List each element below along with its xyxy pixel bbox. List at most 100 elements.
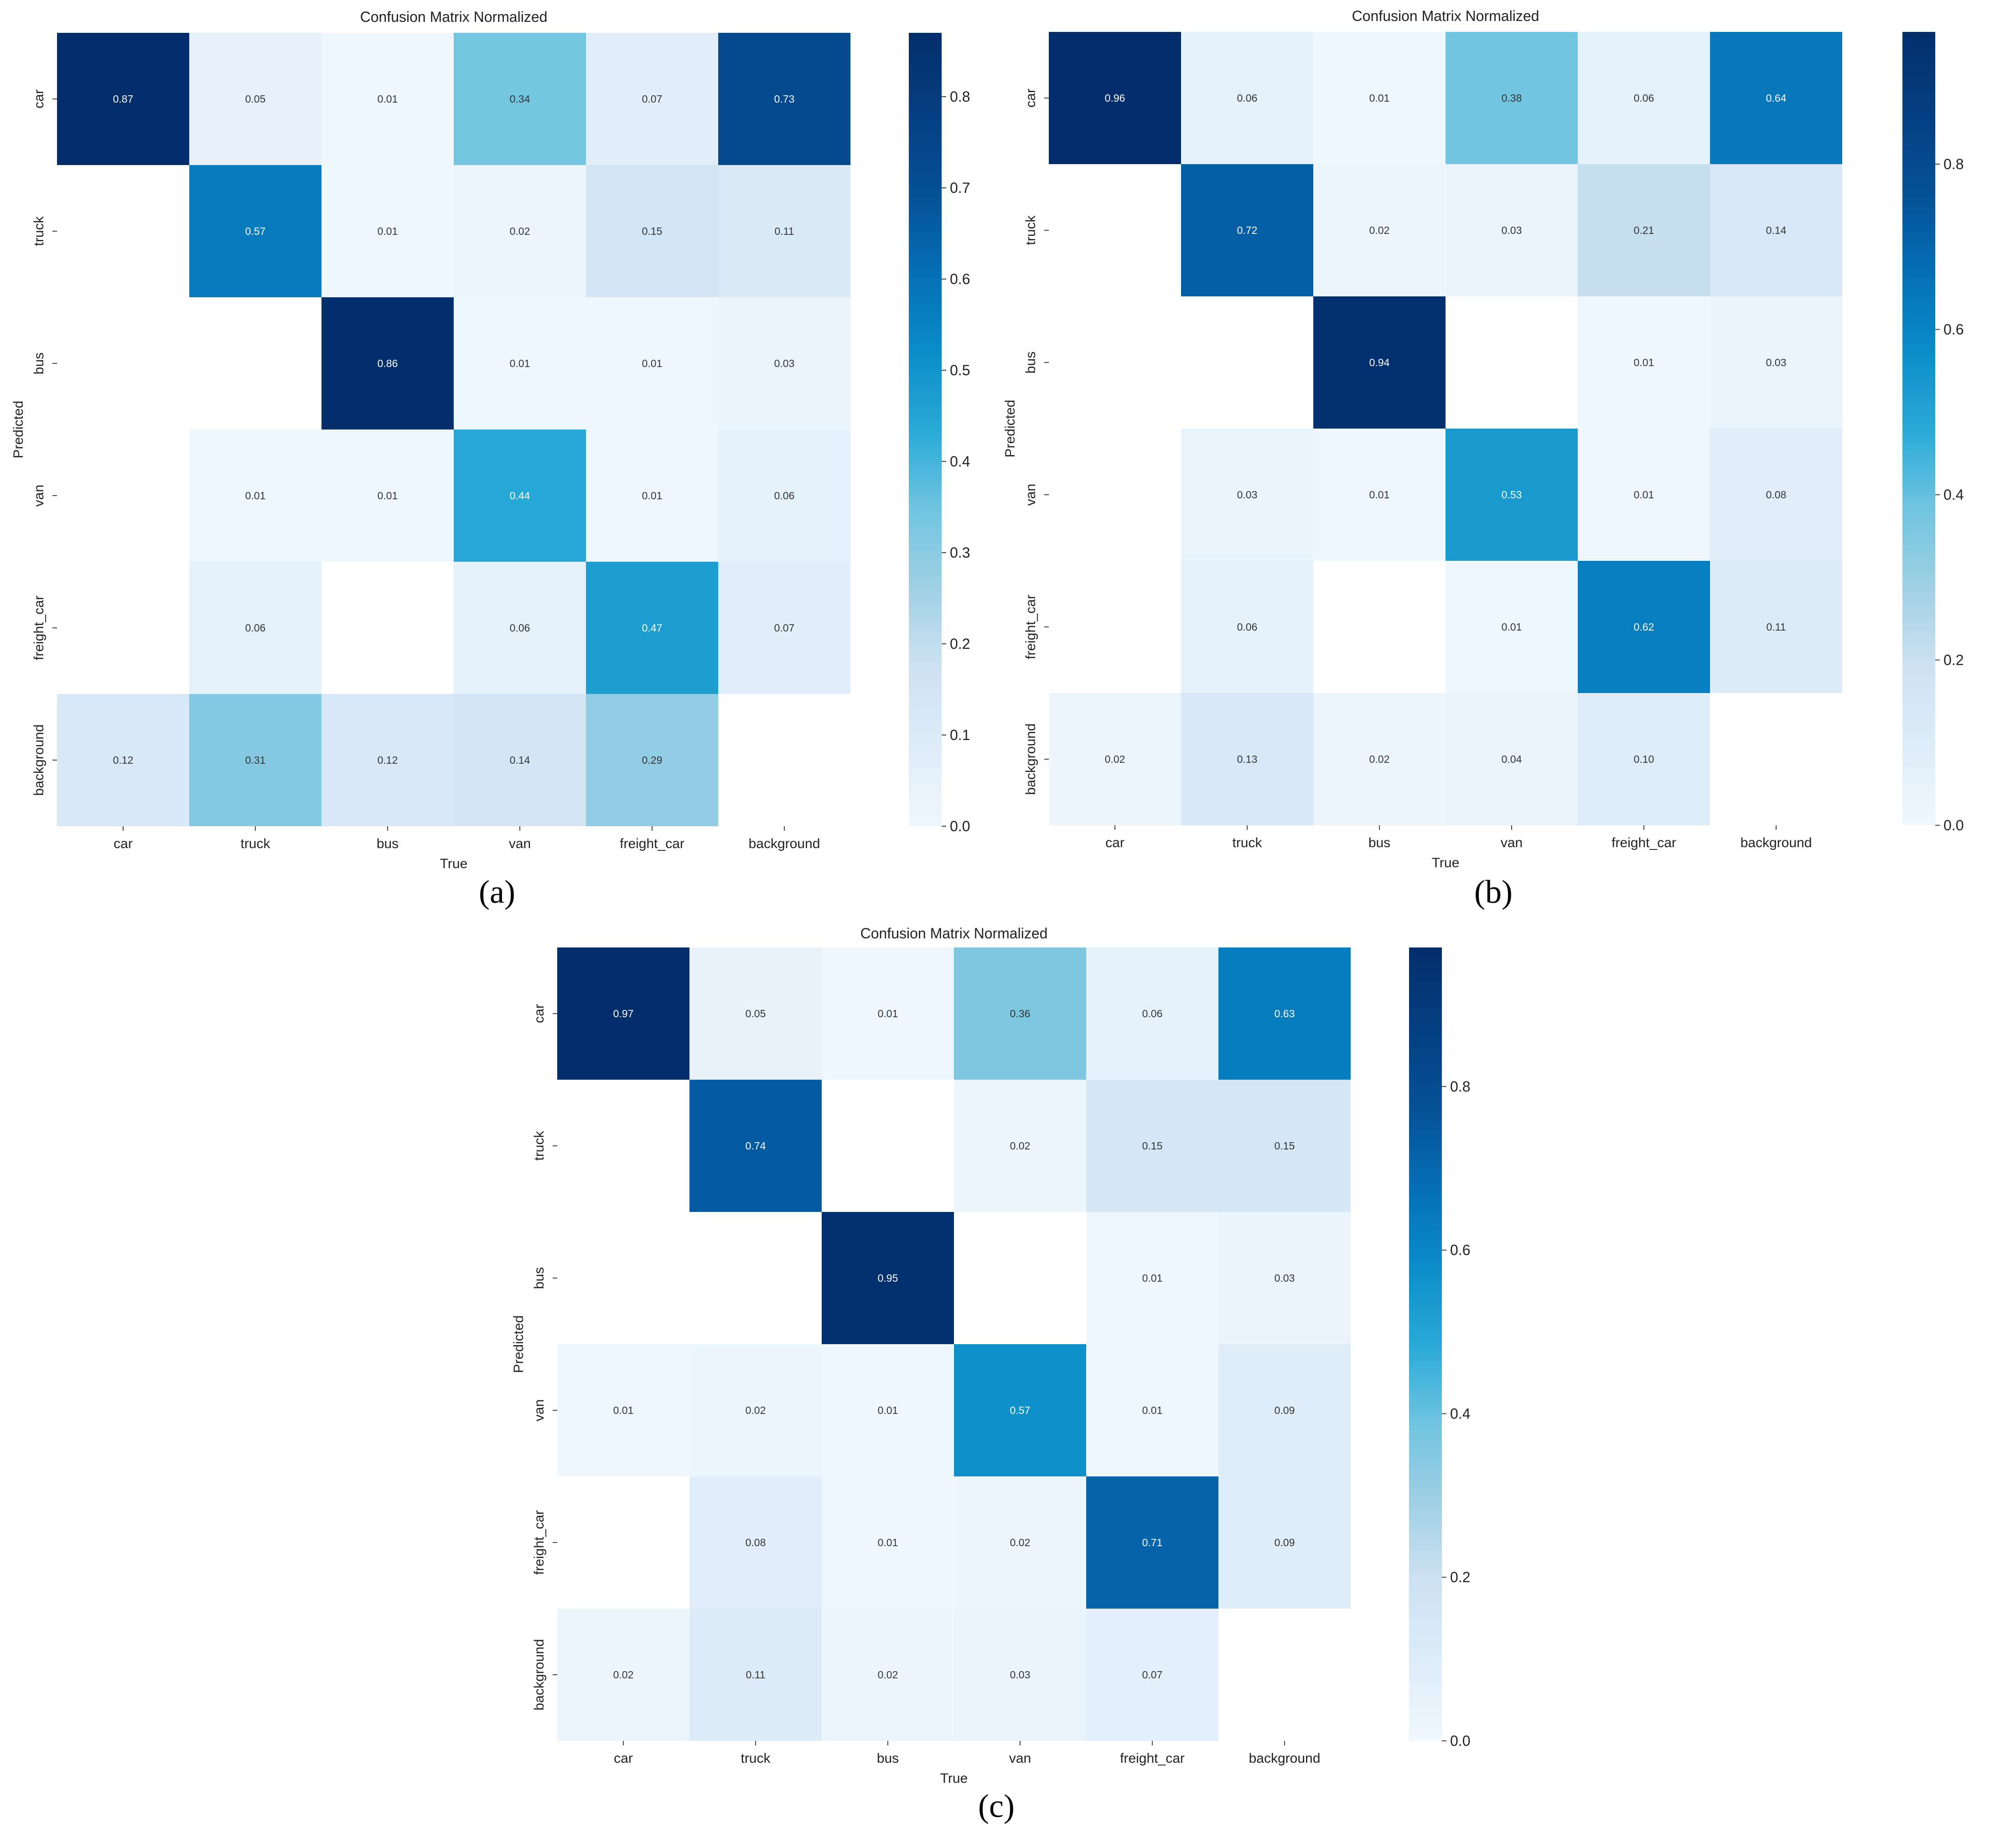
heatmap-cell xyxy=(1181,164,1313,296)
cell-value-label: 0.09 xyxy=(1275,1537,1295,1548)
heatmap-cell xyxy=(718,430,850,562)
heatmap-cell xyxy=(586,694,718,826)
heatmap-cell xyxy=(954,947,1086,1080)
heatmap-panel: Confusion Matrix Normalized 0.97 0.05 0.01 0… xyxy=(511,925,1470,1824)
heatmap-cell xyxy=(454,33,586,165)
cell-value-label: 0.05 xyxy=(245,93,266,105)
y-axis-label: Predicted xyxy=(1003,400,1018,458)
heatmap-cell xyxy=(586,33,718,165)
colorbar xyxy=(909,33,942,826)
y-tick-label: car xyxy=(532,1004,547,1023)
heatmap-cell xyxy=(1578,32,1710,164)
y-tick-label: background xyxy=(532,1639,547,1711)
x-axis-label: True xyxy=(1432,855,1460,870)
heatmap-cell xyxy=(1218,947,1351,1080)
colorbar-tick-label: 0.4 xyxy=(1450,1405,1470,1422)
cell-value-label: 0.06 xyxy=(510,622,530,634)
cell-value-label: 0.14 xyxy=(1766,224,1787,236)
colorbar-tick-label: 0.3 xyxy=(950,544,970,561)
heatmap-cell xyxy=(1446,429,1578,561)
heatmap-cell xyxy=(586,165,718,297)
y-axis-label: Predicted xyxy=(511,1315,526,1373)
heatmap-cell xyxy=(1086,1212,1218,1344)
heatmap-cell xyxy=(189,165,321,297)
panel-label: (a) xyxy=(479,874,515,910)
heatmap-cell xyxy=(822,1476,954,1609)
chart-title: Confusion Matrix Normalized xyxy=(1352,8,1539,24)
colorbar-tick-label: 0.2 xyxy=(1450,1569,1470,1585)
heatmap-cell xyxy=(189,33,321,165)
y-tick-label: freight_car xyxy=(31,595,47,660)
cell-value-label: 0.21 xyxy=(1634,224,1654,236)
colorbar-tick-label: 0.0 xyxy=(1943,817,1964,833)
heatmap-cell xyxy=(718,165,850,297)
heatmap-cell xyxy=(689,1344,822,1476)
heatmap-cell xyxy=(954,1344,1086,1476)
heatmap-cell xyxy=(189,430,321,562)
cell-value-label: 0.38 xyxy=(1502,92,1522,104)
cell-value-label: 0.01 xyxy=(1634,357,1654,368)
cell-value-label: 0.71 xyxy=(1142,1537,1163,1548)
cell-value-label: 0.02 xyxy=(1105,753,1125,765)
cell-value-label: 0.07 xyxy=(1142,1669,1163,1681)
cell-value-label: 0.15 xyxy=(1142,1140,1163,1152)
heatmap-cell xyxy=(718,297,850,430)
heatmap-cell xyxy=(718,33,850,165)
heatmap-cell xyxy=(1218,1212,1351,1344)
x-tick-label: truck xyxy=(741,1751,771,1766)
heatmap-cell xyxy=(1218,1476,1351,1609)
y-axis-label: Predicted xyxy=(11,401,26,459)
cell-value-label: 0.08 xyxy=(746,1537,766,1548)
cell-value-label: 0.97 xyxy=(613,1008,634,1020)
cell-value-label: 0.74 xyxy=(746,1140,766,1152)
heatmap-cell xyxy=(689,1476,822,1609)
heatmap-cell xyxy=(557,1609,689,1741)
cell-value-label: 0.15 xyxy=(642,225,663,237)
cell-value-label: 0.31 xyxy=(245,754,266,766)
colorbar-tick-label: 0.8 xyxy=(1450,1078,1470,1095)
cell-value-label: 0.06 xyxy=(245,622,266,634)
heatmap-cell xyxy=(1578,693,1710,825)
cell-value-label: 0.01 xyxy=(1369,92,1390,104)
cell-value-label: 0.01 xyxy=(378,490,398,502)
cell-value-label: 0.63 xyxy=(1275,1008,1295,1020)
heatmap-cell xyxy=(1218,1344,1351,1476)
heatmap-cell xyxy=(557,1344,689,1476)
y-tick-label: van xyxy=(1023,484,1038,506)
x-tick-label: background xyxy=(749,836,820,851)
heatmap-cell xyxy=(822,1609,954,1741)
heatmap-cell xyxy=(1710,429,1842,561)
heatmap-cell xyxy=(1181,429,1313,561)
colorbar-tick-label: 0.4 xyxy=(950,453,970,470)
x-tick-label: bus xyxy=(877,1751,899,1766)
heatmap-cell xyxy=(1181,693,1313,825)
y-tick-label: freight_car xyxy=(532,1510,547,1575)
cell-value-label: 0.96 xyxy=(1105,92,1125,104)
heatmap-cell xyxy=(321,33,454,165)
x-tick-label: background xyxy=(1741,835,1812,850)
cell-value-label: 0.01 xyxy=(1142,1404,1163,1416)
heatmap-cell xyxy=(1049,32,1181,164)
heatmap-cell xyxy=(1710,32,1842,164)
colorbar-tick-label: 0.8 xyxy=(1943,156,1964,172)
heatmap-cell xyxy=(689,1609,822,1741)
x-tick-label: car xyxy=(614,1751,633,1766)
cell-value-label: 0.62 xyxy=(1634,621,1654,633)
colorbar-tick-label: 0.6 xyxy=(1450,1242,1470,1258)
cell-value-label: 0.03 xyxy=(774,357,795,369)
heatmap-cell xyxy=(1086,947,1218,1080)
cell-value-label: 0.01 xyxy=(510,357,530,369)
heatmap-cell xyxy=(1086,1344,1218,1476)
colorbar-tick-label: 0.0 xyxy=(1450,1733,1470,1749)
heatmap-cell xyxy=(1710,164,1842,296)
y-tick-label: background xyxy=(31,725,47,796)
colorbar xyxy=(1902,32,1935,825)
x-tick-label: background xyxy=(1249,1751,1321,1766)
heatmap-cell xyxy=(1181,32,1313,164)
cell-value-label: 0.02 xyxy=(613,1669,634,1681)
cell-value-label: 0.94 xyxy=(1369,357,1390,368)
y-tick-label: car xyxy=(31,89,47,109)
chart-title: Confusion Matrix Normalized xyxy=(360,9,548,25)
heatmap-cell xyxy=(1313,693,1446,825)
heatmap-cell xyxy=(454,562,586,694)
